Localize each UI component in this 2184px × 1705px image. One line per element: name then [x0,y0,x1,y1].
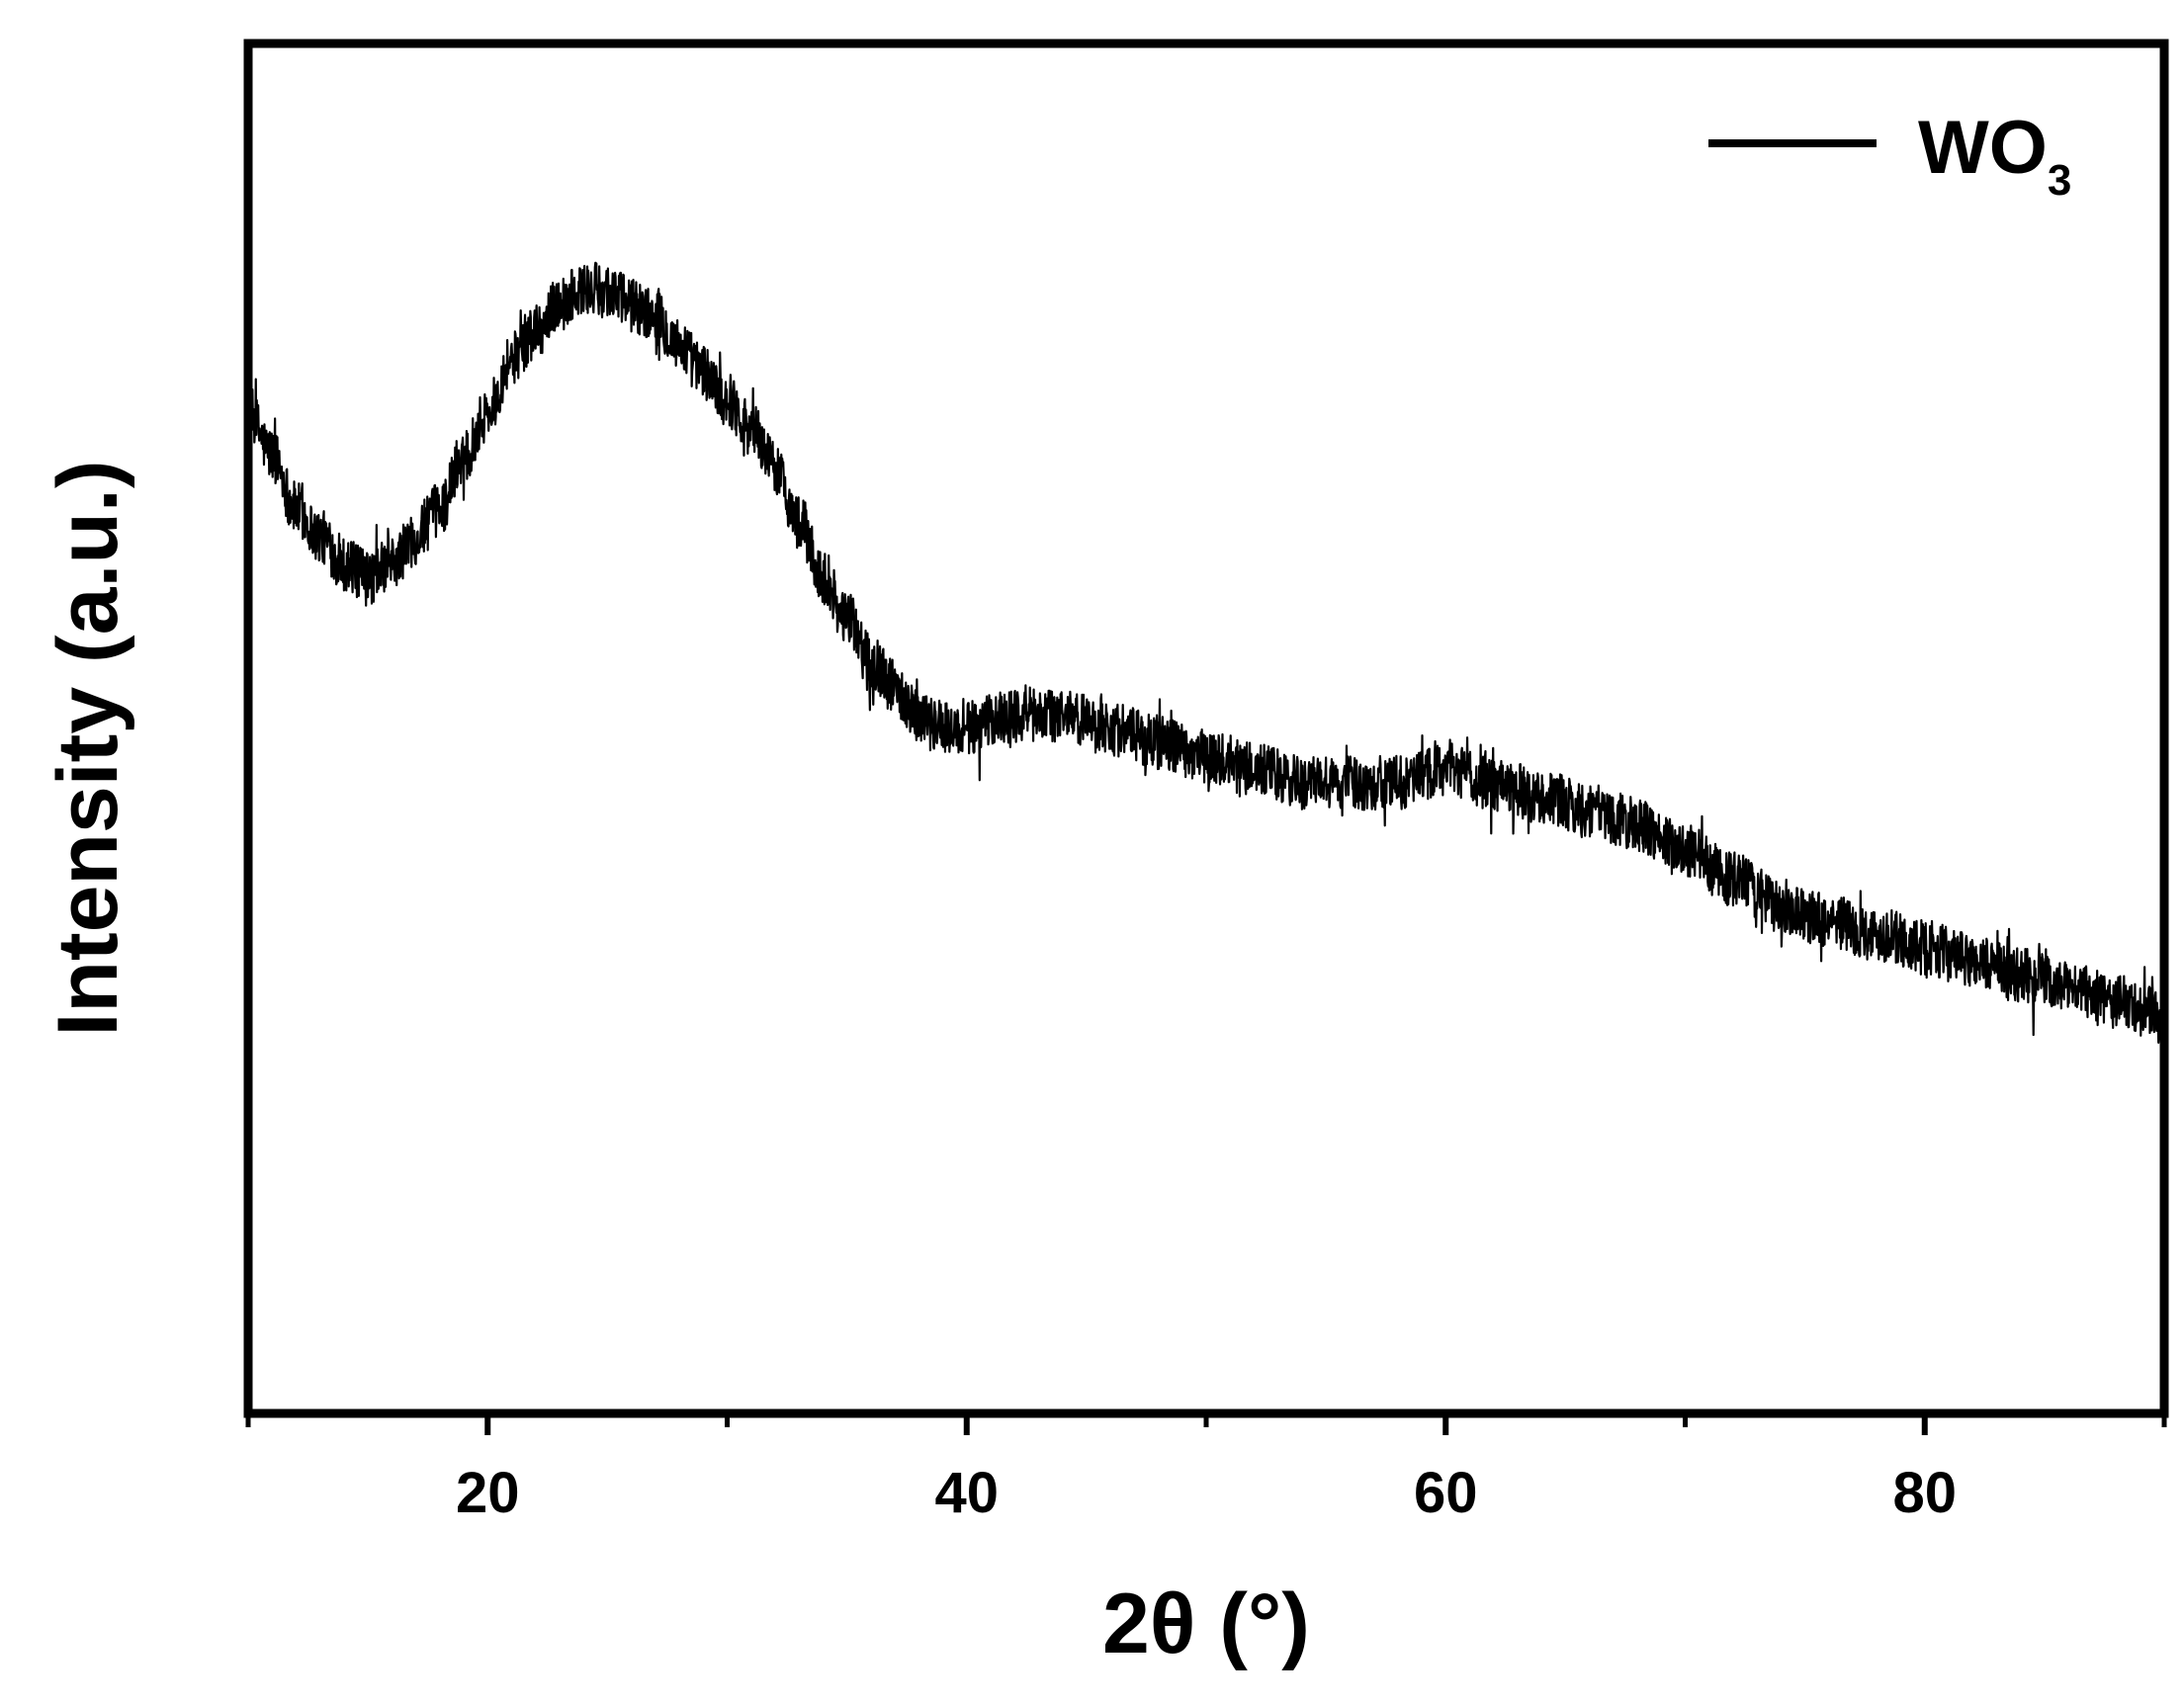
legend-label-wo3: WO3 [1918,106,2071,205]
plot-frame [243,39,2169,1418]
plot-area [246,261,2166,1044]
legend: WO3 [1708,106,2071,205]
y-axis-label: Intensity (a.u.) [41,461,135,1037]
series-line-wo3 [246,261,2166,1044]
legend-label-subscript: 3 [2048,156,2071,205]
x-tick-label: 80 [1892,1461,1957,1525]
x-tick-label: 40 [934,1461,999,1525]
x-tick-label: 60 [1414,1461,1478,1525]
legend-label-main: WO [1918,106,2048,190]
x-tick-label: 20 [456,1461,520,1525]
x-axis-label: 2θ (°) [1102,1577,1310,1671]
x-axis-ticks: 20 40 60 80 [245,1413,2167,1525]
